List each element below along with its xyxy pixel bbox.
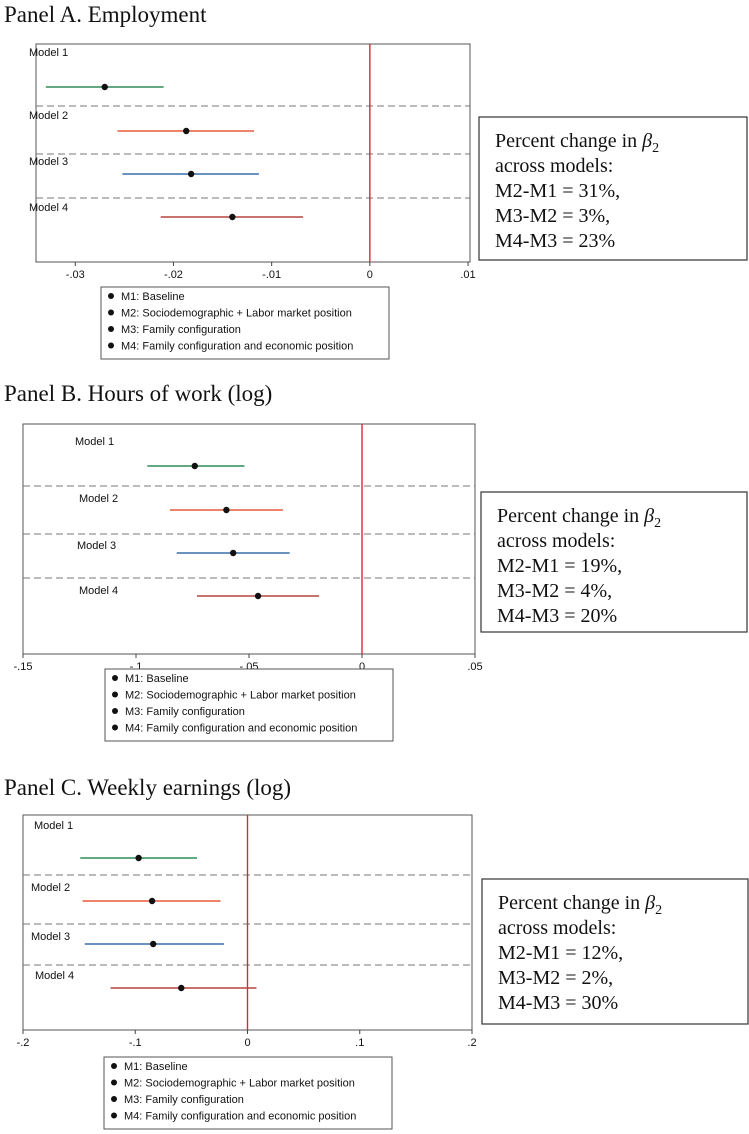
panel-title: Panel C. Weekly earnings (log) <box>4 775 291 800</box>
point-estimate-m2 <box>148 897 156 905</box>
x-tick-label: 0 <box>244 1037 250 1049</box>
note-row: M3-M2 = 4%, <box>497 580 612 602</box>
model-label: Model 3 <box>77 540 116 552</box>
legend: M1: Baseline M2: Sociodemographic + Labor… <box>100 286 390 360</box>
note-row: M4-M3 = 30% <box>498 992 618 1014</box>
legend-item: M2: Sociodemographic + Labor market posi… <box>125 690 356 702</box>
point-estimate-m4 <box>229 213 236 221</box>
point-estimate-m1 <box>135 854 142 862</box>
model-label: Model 2 <box>79 493 118 505</box>
legend-item: M1: Baseline <box>124 1061 188 1073</box>
note-row: M3-M2 = 2%, <box>498 967 613 989</box>
note-heading: Percent change in β2 <box>497 505 661 531</box>
note-frame <box>481 878 749 1025</box>
note-row: M2-M1 = 12%, <box>498 942 623 964</box>
x-tick-label: -.03 <box>66 269 85 281</box>
legend-item: M4: Family configuration and economic po… <box>125 723 357 735</box>
plot-frame <box>35 43 471 263</box>
legend-marker <box>112 675 118 681</box>
x-tick-label: .2 <box>467 1037 476 1049</box>
panel-b: Panel B. Hours of work (log) Model 1 Model… <box>4 381 748 742</box>
point-estimate-m4 <box>254 592 262 600</box>
legend-item: M1: Baseline <box>125 673 189 685</box>
legend-marker <box>112 691 118 698</box>
model-label: Model 2 <box>29 110 68 122</box>
legend: M1: Baseline M2: Sociodemographic + Labor… <box>104 668 394 742</box>
note-frame <box>480 491 748 633</box>
point-estimate-m3 <box>229 549 237 557</box>
note-row: M4-M3 = 20% <box>497 605 617 627</box>
note-row: M4-M3 = 23% <box>495 230 615 252</box>
point-estimate-m3 <box>150 940 157 948</box>
model-label: Model 1 <box>29 47 68 59</box>
model-label: Model 4 <box>35 970 74 982</box>
legend-item: M4: Family configuration and economic po… <box>124 1111 356 1123</box>
x-tick-label: .1 <box>355 1037 364 1049</box>
note-subheading: across models: <box>498 917 616 939</box>
panel-a: Panel A. Employment Model 1 Model 2 Model 3… <box>4 2 748 360</box>
point-estimate-m3 <box>187 170 195 178</box>
x-tick-label: -.02 <box>164 269 183 281</box>
panel-title: Panel B. Hours of work (log) <box>4 381 272 406</box>
legend-item: M3: Family configuration <box>125 706 245 718</box>
legend-frame <box>104 668 394 742</box>
legend-item: M3: Family configuration <box>124 1094 244 1106</box>
x-tick-label: -.01 <box>262 269 281 281</box>
note-row: M2-M1 = 19%, <box>497 555 622 577</box>
legend-marker <box>108 326 114 332</box>
model-label: Model 4 <box>29 202 68 214</box>
point-estimate-m4 <box>178 984 185 992</box>
note-subheading: across models: <box>495 155 613 177</box>
x-tick-label: 0 <box>367 269 373 281</box>
point-estimate-m2 <box>183 127 190 135</box>
legend-marker <box>111 1096 117 1102</box>
model-label: Model 2 <box>31 882 70 894</box>
legend-frame <box>100 286 390 360</box>
x-tick-label: .05 <box>467 661 482 673</box>
panel-c: Panel C. Weekly earnings (log) Model 1 Mod… <box>4 775 749 1130</box>
legend-marker <box>111 1063 117 1069</box>
point-estimate-m1 <box>191 462 198 470</box>
legend-item: M1: Baseline <box>121 291 185 303</box>
panel-title: Panel A. Employment <box>4 2 207 27</box>
legend-marker <box>108 342 114 349</box>
legend-item: M3: Family configuration <box>121 324 241 336</box>
x-tick-label: -.2 <box>17 1037 30 1049</box>
x-tick-label: -.15 <box>14 661 33 673</box>
point-estimate-m1 <box>101 83 108 91</box>
x-tick-label: .01 <box>460 269 475 281</box>
model-label: Model 3 <box>31 931 70 943</box>
x-tick-label: 0 <box>359 661 365 673</box>
note-heading: Percent change in β2 <box>495 130 659 156</box>
legend-item: M2: Sociodemographic + Labor market posi… <box>124 1078 355 1090</box>
x-tick-label: -.1 <box>129 1037 142 1049</box>
legend: M1: Baseline M2: Sociodemographic + Labor… <box>103 1056 393 1130</box>
legend-marker <box>112 724 118 731</box>
model-label: Model 1 <box>34 820 73 832</box>
legend-item: M2: Sociodemographic + Labor market posi… <box>121 308 352 320</box>
model-label: Model 4 <box>79 585 118 597</box>
note-heading: Percent change in β2 <box>498 892 662 918</box>
legend-marker <box>111 1079 117 1086</box>
model-label: Model 1 <box>75 436 114 448</box>
legend-item: M4: Family configuration and economic po… <box>121 341 353 353</box>
note-subheading: across models: <box>497 530 615 552</box>
model-label: Model 3 <box>29 156 68 168</box>
legend-marker <box>112 708 118 714</box>
note-frame <box>478 116 748 261</box>
point-estimate-m2 <box>223 506 230 514</box>
legend-frame <box>103 1056 393 1130</box>
legend-marker <box>108 309 114 316</box>
legend-marker <box>111 1112 117 1119</box>
note-row: M3-M2 = 3%, <box>495 205 610 227</box>
note-row: M2-M1 = 31%, <box>495 180 620 202</box>
legend-marker <box>108 293 114 299</box>
plot-frame <box>22 423 476 655</box>
